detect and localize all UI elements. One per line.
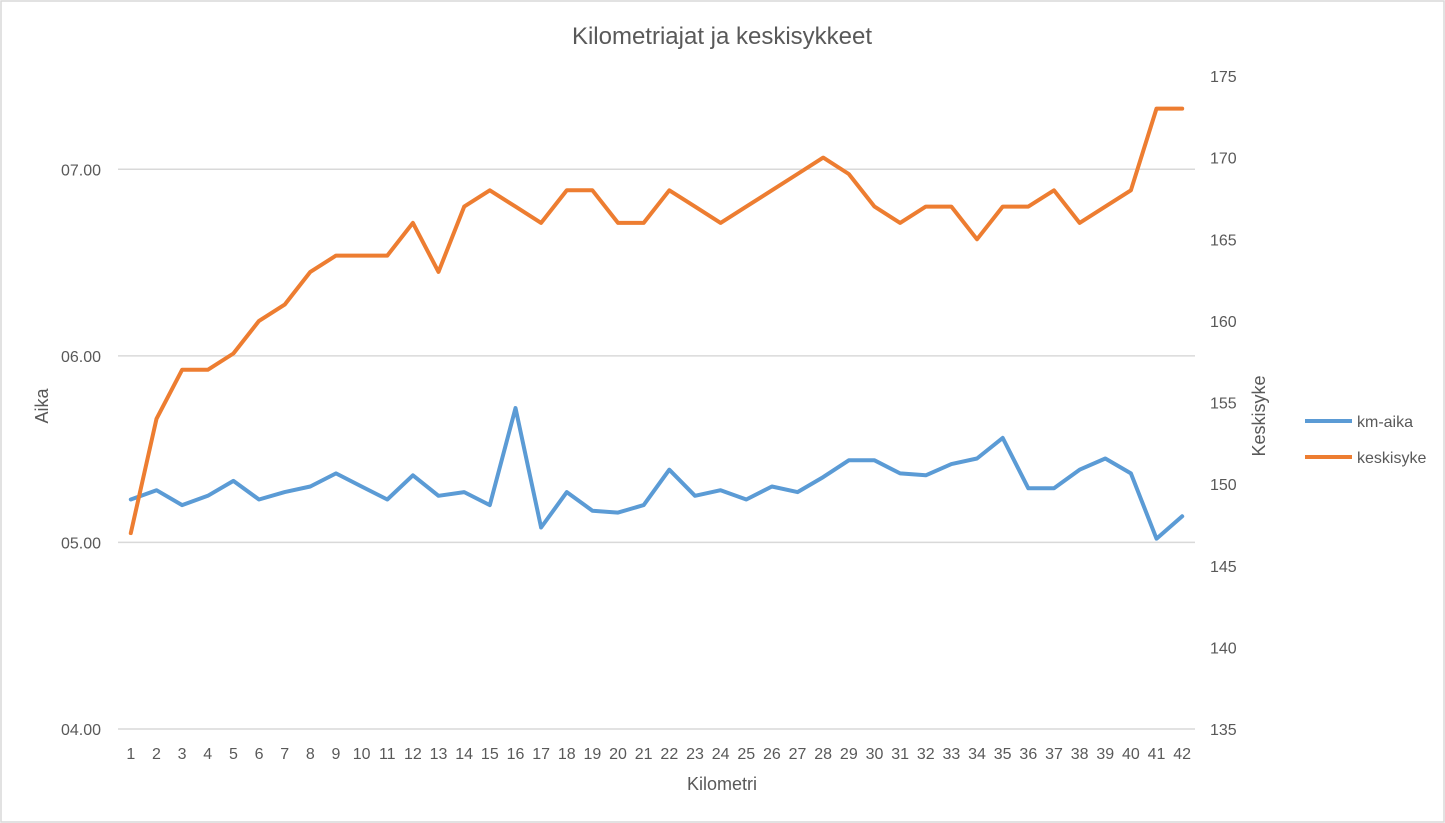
right-tick-label: 165 — [1210, 232, 1237, 249]
x-axis-ticks: 1 2 3 4 5 6 7 8 9 10 11 12 13 14 15 16 17 18 19 20 21 22 23 24 2… — [126, 746, 1191, 763]
legend: km-aika keskisyke — [1305, 414, 1426, 467]
x-tick-label: 32 — [917, 746, 935, 763]
x-tick-label: 30 — [866, 746, 884, 763]
right-tick-label: 150 — [1210, 477, 1237, 494]
x-tick-label: 7 — [280, 746, 289, 763]
legend-label: km-aika — [1357, 414, 1413, 431]
x-tick-label: 14 — [455, 746, 473, 763]
x-tick-label: 40 — [1122, 746, 1140, 763]
gridlines — [118, 168, 1195, 730]
x-tick-label: 26 — [763, 746, 781, 763]
x-tick-label: 19 — [583, 746, 601, 763]
right-tick-label: 160 — [1210, 314, 1237, 331]
series-lines — [128, 106, 1185, 541]
right-axis-ticks: 135 140 145 150 155 160 165 170 175 — [1210, 69, 1237, 739]
chart-title: Kilometriajat ja keskisykkeet — [572, 23, 872, 50]
x-tick-label: 38 — [1071, 746, 1089, 763]
x-tick-label: 11 — [379, 746, 396, 763]
x-tick-label: 5 — [229, 746, 238, 763]
x-tick-label: 33 — [942, 746, 960, 763]
left-tick-label: 07.00 — [61, 162, 101, 179]
x-tick-label: 37 — [1045, 746, 1063, 763]
left-tick-label: 04.00 — [61, 722, 101, 739]
series-line-km-aika — [128, 406, 1185, 541]
right-tick-label: 145 — [1210, 559, 1237, 576]
x-tick-label: 34 — [968, 746, 986, 763]
x-tick-label: 35 — [994, 746, 1012, 763]
x-tick-label: 22 — [660, 746, 678, 763]
x-tick-label: 12 — [404, 746, 422, 763]
x-tick-label: 6 — [255, 746, 264, 763]
x-tick-label: 36 — [1019, 746, 1037, 763]
x-tick-label: 3 — [178, 746, 187, 763]
x-tick-label: 39 — [1096, 746, 1114, 763]
left-tick-label: 06.00 — [61, 349, 101, 366]
x-tick-label: 8 — [306, 746, 315, 763]
right-tick-label: 155 — [1210, 396, 1237, 413]
x-tick-label: 41 — [1148, 746, 1166, 763]
right-tick-label: 135 — [1210, 722, 1237, 739]
x-tick-label: 1 — [126, 746, 135, 763]
x-tick-label: 2 — [152, 746, 161, 763]
x-tick-label: 17 — [532, 746, 550, 763]
left-axis-label: Aika — [32, 388, 52, 424]
right-tick-label: 140 — [1210, 640, 1237, 657]
x-tick-label: 27 — [789, 746, 807, 763]
x-tick-label: 20 — [609, 746, 627, 763]
x-tick-label: 29 — [840, 746, 858, 763]
x-tick-label: 24 — [712, 746, 730, 763]
left-axis-ticks: 04.00 05.00 06.00 07.00 — [61, 162, 101, 739]
x-tick-label: 23 — [686, 746, 704, 763]
x-axis-label: Kilometri — [687, 774, 757, 794]
x-tick-label: 25 — [737, 746, 755, 763]
x-tick-label: 18 — [558, 746, 576, 763]
left-tick-label: 05.00 — [61, 535, 101, 552]
x-tick-label: 10 — [353, 746, 371, 763]
right-tick-label: 170 — [1210, 151, 1237, 168]
x-tick-label: 15 — [481, 746, 499, 763]
x-tick-label: 31 — [891, 746, 909, 763]
x-tick-label: 16 — [507, 746, 525, 763]
right-tick-label: 175 — [1210, 69, 1237, 86]
legend-label: keskisyke — [1357, 450, 1426, 467]
x-tick-label: 42 — [1173, 746, 1191, 763]
x-tick-label: 28 — [814, 746, 832, 763]
series-line-keskisyke — [128, 106, 1185, 536]
x-tick-label: 9 — [332, 746, 341, 763]
x-tick-label: 21 — [635, 746, 653, 763]
x-tick-label: 4 — [203, 746, 212, 763]
right-axis-label: Keskisyke — [1249, 375, 1269, 456]
x-tick-label: 13 — [430, 746, 448, 763]
